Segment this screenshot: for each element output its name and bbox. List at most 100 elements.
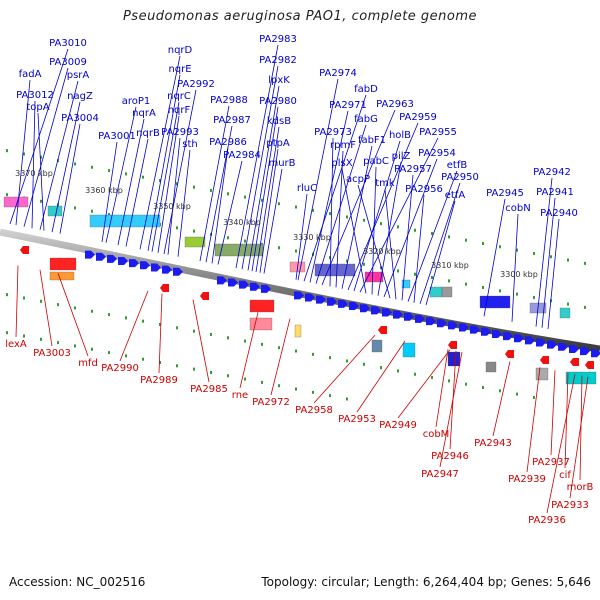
forward-gene-label: ptpA bbox=[266, 138, 290, 149]
forward-gene-label: PA2992 bbox=[177, 79, 215, 90]
label-leader-line bbox=[546, 374, 576, 514]
label-leader-line bbox=[419, 182, 461, 305]
label-leader-line bbox=[425, 200, 456, 306]
tick-dot bbox=[57, 341, 59, 345]
label-leader-line bbox=[125, 138, 149, 247]
label-leader-lines bbox=[9, 44, 589, 514]
tick-dot bbox=[227, 374, 229, 378]
forward-gene-arrow bbox=[140, 261, 150, 270]
kbp-tick-label: 3310 kbp bbox=[431, 261, 469, 270]
tick-dot bbox=[397, 225, 399, 229]
label-leader-line bbox=[192, 299, 210, 383]
tick-dot bbox=[482, 285, 484, 289]
forward-gene-arrow bbox=[96, 252, 106, 261]
label-leader-line bbox=[239, 312, 259, 389]
forward-gene-arrow bbox=[162, 265, 172, 274]
forward-gene-label: nqrA bbox=[132, 108, 156, 119]
feature-block bbox=[249, 299, 275, 313]
tick-dot bbox=[414, 372, 416, 376]
tick-dot bbox=[40, 199, 42, 203]
kbp-tick-label: 3320 kbp bbox=[363, 247, 401, 256]
forward-gene-label: PA2955 bbox=[419, 127, 457, 138]
label-leader-line bbox=[526, 367, 541, 473]
forward-gene-label: PA2974 bbox=[319, 68, 357, 79]
forward-gene-label: PA2973 bbox=[314, 127, 352, 138]
tick-dot bbox=[431, 276, 433, 280]
tick-dot bbox=[431, 376, 433, 380]
forward-gene-label: nqrC bbox=[167, 91, 191, 102]
forward-gene-label: nagZ bbox=[67, 91, 93, 102]
feature-block bbox=[441, 286, 453, 298]
label-leader-line bbox=[329, 137, 334, 287]
forward-gene-label: tmk bbox=[375, 178, 395, 189]
tick-dot bbox=[23, 152, 25, 156]
reverse-gene-label: PA2936 bbox=[528, 515, 566, 526]
feature-block bbox=[314, 263, 356, 277]
map-title: Pseudomonas aeruginosa PAO1, complete ge… bbox=[122, 9, 478, 24]
label-leader-line bbox=[117, 118, 145, 246]
forward-gene-arrow bbox=[415, 314, 425, 323]
tick-dot bbox=[74, 344, 76, 348]
tick-dot bbox=[159, 179, 161, 183]
label-leader-line bbox=[147, 74, 181, 251]
kbp-tick-label: 3350 kbp bbox=[153, 202, 191, 211]
label-leader-line bbox=[235, 44, 279, 269]
forward-gene-arrow bbox=[217, 276, 227, 285]
reverse-gene-label: PA2933 bbox=[551, 500, 589, 511]
label-leader-line bbox=[157, 115, 180, 253]
forward-gene-arrow bbox=[569, 344, 579, 353]
tick-dot bbox=[40, 299, 42, 303]
tick-dot bbox=[346, 259, 348, 263]
forward-gene-label: PA2957 bbox=[394, 164, 432, 175]
label-leader-line bbox=[15, 265, 19, 338]
label-leader-line bbox=[158, 293, 163, 374]
tick-dot bbox=[6, 149, 8, 153]
tick-dot bbox=[142, 357, 144, 361]
feature-block bbox=[294, 324, 302, 338]
forward-gene-label: fabD bbox=[354, 84, 378, 95]
tick-dot bbox=[584, 305, 586, 309]
label-leader-line bbox=[353, 140, 401, 292]
tick-dot bbox=[431, 232, 433, 236]
label-leader-line bbox=[341, 145, 373, 289]
forward-gene-arrow bbox=[470, 325, 480, 334]
accession-text: Accession: NC_002516 bbox=[9, 575, 146, 589]
forward-gene-arrow bbox=[327, 297, 337, 306]
forward-gene-label: PA3010 bbox=[49, 38, 87, 49]
tick-dot bbox=[159, 361, 161, 365]
forward-gene-label: nqrF bbox=[168, 105, 191, 116]
label-leader-line bbox=[37, 112, 45, 231]
forward-gene-label: PA2954 bbox=[418, 148, 456, 159]
tick-dot bbox=[125, 172, 127, 176]
forward-gene-arrow bbox=[591, 349, 600, 358]
forward-gene-label: PA2950 bbox=[441, 172, 479, 183]
label-leader-line bbox=[564, 372, 569, 469]
label-leader-line bbox=[547, 218, 560, 329]
tick-dot bbox=[414, 228, 416, 232]
tick-dot bbox=[329, 394, 331, 398]
forward-gene-arrow bbox=[360, 304, 370, 313]
reverse-gene-label: cobM bbox=[423, 429, 450, 440]
forward-gene-label: rpmF bbox=[330, 140, 356, 151]
feature-block bbox=[479, 295, 511, 309]
forward-gene-label: kdsB bbox=[267, 116, 291, 127]
label-leader-line bbox=[335, 150, 344, 288]
label-leader-line bbox=[255, 126, 280, 272]
label-leader-line bbox=[139, 55, 181, 250]
tick-dot bbox=[346, 397, 348, 401]
label-leader-line bbox=[151, 101, 180, 252]
tick-dot bbox=[312, 390, 314, 394]
tick-dot bbox=[108, 313, 110, 317]
tick-dot bbox=[295, 249, 297, 253]
forward-gene-arrow bbox=[426, 317, 436, 326]
tick-dot bbox=[278, 384, 280, 388]
label-leader-line bbox=[39, 269, 53, 347]
forward-gene-label: fadA bbox=[19, 69, 42, 80]
label-leader-line bbox=[119, 290, 149, 362]
label-leader-line bbox=[177, 149, 191, 257]
tick-dot bbox=[346, 215, 348, 219]
reverse-gene-label: rne bbox=[232, 390, 248, 401]
forward-gene-arrow bbox=[228, 278, 238, 287]
tick-dot bbox=[397, 369, 399, 373]
forward-gene-arrow bbox=[492, 329, 502, 338]
